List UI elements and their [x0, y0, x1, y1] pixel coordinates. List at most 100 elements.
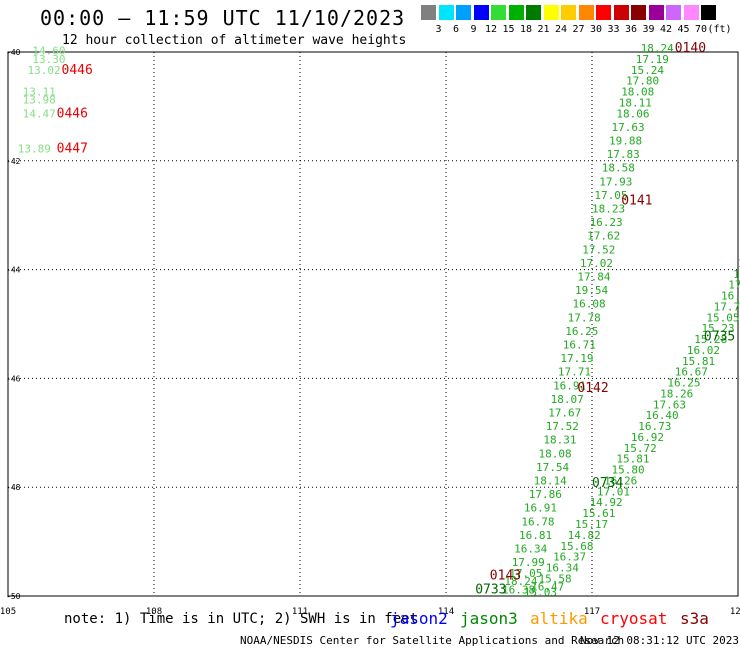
swh-reading: 16.23 [590, 216, 623, 229]
swh-reading: 17.19 [560, 352, 593, 365]
swh-reading: 16.6 [733, 268, 740, 281]
swh-reading: 15.72 [624, 442, 657, 455]
scale-swatch [683, 5, 699, 20]
scale-swatch [543, 5, 559, 20]
swh-reading: 16.63 [721, 290, 740, 303]
scale-swatch [561, 5, 576, 20]
swh-reading: 16.40 [646, 409, 679, 422]
swh-reading: 17.83 [607, 148, 640, 161]
scale-label: 30 [589, 24, 603, 35]
swh-reading: 19.88 [609, 134, 642, 147]
page-subtitle: 12 hour collection of altimeter wave hei… [62, 33, 407, 48]
latitude-tick-label: -50 [6, 592, 21, 601]
swh-reading: 17.05 [594, 189, 627, 202]
swh-reading: 17.62 [587, 230, 620, 243]
scale-label: 3 [435, 24, 442, 35]
scale-swatch [613, 5, 629, 20]
scale-label: 45 [677, 24, 690, 35]
swh-reading: 16.26 [604, 474, 637, 487]
swh-reading: 13.98 [23, 94, 56, 107]
swh-reading: 17.54 [536, 461, 569, 474]
scale-swatch [578, 5, 594, 20]
swh-reading: 16.25 [565, 325, 598, 338]
scale-swatch [491, 5, 506, 20]
swh-reading: 18.58 [602, 162, 635, 175]
scale-label: 39 [642, 24, 655, 35]
swh-reading: 15.23 [702, 322, 735, 335]
swh-reading: 17.01 [597, 485, 630, 498]
swh-reading: 16.81 [519, 529, 552, 542]
pass-time-label: 0141 [621, 193, 652, 208]
swh-reading: 13.02 [27, 64, 60, 77]
generated-timestamp: Nov 12 08:31:12 UTC 2023 [580, 634, 739, 647]
swh-reading: 16.78 [521, 515, 554, 528]
swh-reading: 16.47 [531, 581, 564, 594]
swh-reading: 15.61 [582, 507, 615, 520]
swh-reading: 15.17 [575, 518, 608, 531]
scale-label: 12 [484, 24, 498, 35]
latitude-tick-label: -44 [6, 266, 21, 275]
swh-reading: 17.71 [558, 366, 591, 379]
swh-reading: 16.25 [667, 377, 700, 390]
pass-time-label: 0143 [490, 569, 521, 584]
swh-reading: 14.92 [590, 496, 623, 509]
swh-reading: 17.60 [728, 279, 740, 292]
swh-reading: 17.84 [577, 270, 610, 283]
scale-label: 15 [502, 24, 515, 35]
swh-reading: 17.67 [548, 406, 581, 419]
swh-reading: 15.28 [694, 333, 727, 346]
swh-reading: 15.24 [631, 64, 664, 77]
longitude-tick-label: 108 [146, 607, 162, 617]
swh-reading: 16.91 [553, 379, 586, 392]
credit-line: NOAA/NESDIS Center for Satellite Applica… [240, 634, 625, 647]
swh-reading: 19.54 [575, 284, 608, 297]
swh-reading: 17.05 [509, 567, 542, 580]
scale-label: 24 [554, 24, 568, 35]
scale-swatch [508, 5, 524, 20]
satellite-legend-jason2: jason2 [390, 609, 448, 628]
scale-label: 36 [624, 24, 638, 35]
scale-swatch [456, 5, 471, 20]
swh-reading: 15.80 [611, 464, 644, 477]
latitude-tick-label: -42 [6, 157, 21, 166]
swh-reading: 17.93 [599, 175, 632, 188]
swh-reading: 16.73 [638, 420, 671, 433]
swh-reading: 16.91 [524, 502, 557, 515]
swh-reading: 18.14 [534, 474, 567, 487]
scale-swatch [421, 5, 436, 20]
swh-reading: 15.81 [682, 355, 715, 368]
pass-time-label: 0733 [475, 582, 506, 597]
pass-time-label: 0446 [62, 63, 93, 78]
swh-reading: 16.67 [675, 366, 708, 379]
swh-reading: 16.02 [687, 344, 720, 357]
swh-reading: 14.60 [32, 45, 65, 58]
swh-reading: 17.86 [529, 488, 562, 501]
footer-note: note: 1) Time is in UTC; 2) SWH is in fe… [64, 611, 419, 627]
swh-reading: 15.05 [706, 311, 739, 324]
swh-reading: 13.30 [32, 53, 65, 66]
scale-label: 33 [607, 24, 620, 35]
scale-swatch [701, 5, 716, 20]
swh-reading: 16.37 [553, 551, 586, 564]
scale-swatch [631, 5, 646, 20]
swh-reading: 18.07 [551, 393, 584, 406]
scale-label: 70 [694, 24, 708, 35]
satellite-legend-altika: altika [530, 609, 588, 628]
scale-label: 21 [537, 24, 550, 35]
swh-reading: 13.11 [23, 86, 56, 99]
swh-reading: 14.47 [23, 107, 56, 120]
swh-reading: 16.08 [573, 298, 606, 311]
pass-time-label: 0446 [57, 106, 88, 121]
scale-swatch [648, 5, 664, 20]
scale-swatch [438, 5, 454, 20]
swh-reading: 16.92 [631, 431, 664, 444]
page-title: 00:00 – 11:59 UTC 11/10/2023 [40, 6, 406, 30]
scale-swatch [526, 5, 541, 20]
swh-reading: 17.78 [568, 311, 601, 324]
pass-time-label: 0140 [675, 41, 706, 56]
swh-reading: 18.23 [592, 202, 625, 215]
swh-reading: 13.89 [18, 143, 51, 156]
swh-reading: 17.99 [512, 556, 545, 569]
map-frame [7, 51, 739, 597]
swh-reading: 15.81 [616, 453, 649, 466]
